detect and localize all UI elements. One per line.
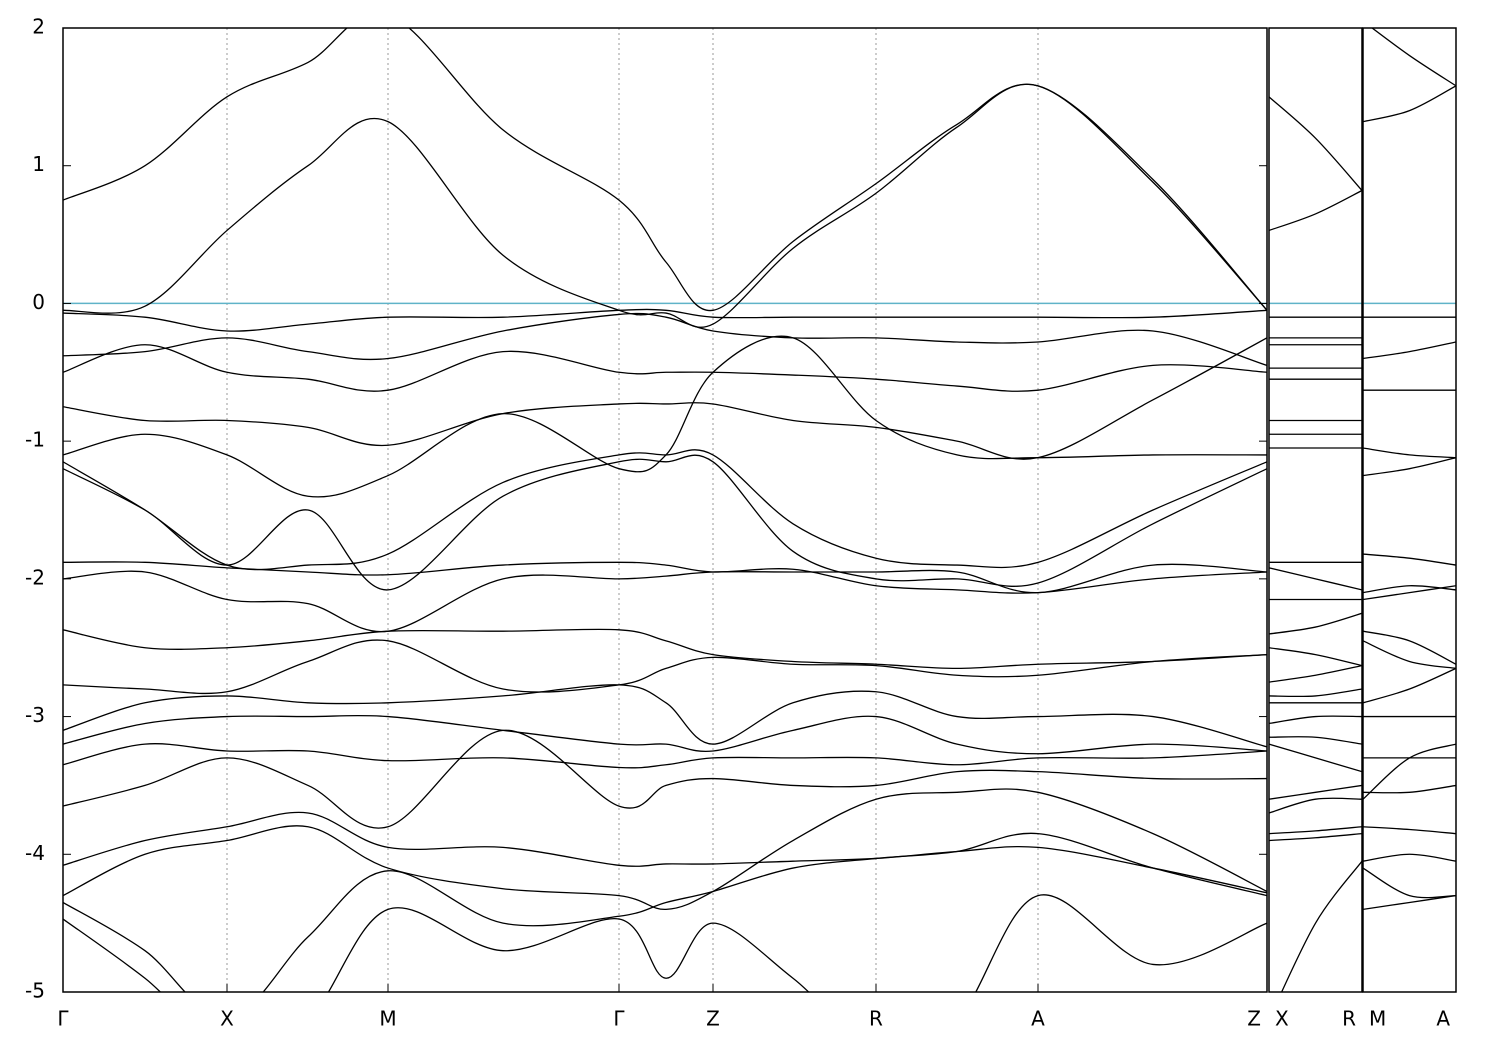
band-line	[1269, 715, 1362, 725]
band-line	[1363, 585, 1456, 594]
band-line	[1363, 743, 1456, 800]
band-line	[1269, 736, 1362, 745]
band-line	[1280, 860, 1362, 992]
plot-frame	[1268, 27, 1363, 993]
plot-frame	[1362, 27, 1457, 993]
band-line	[63, 454, 1267, 591]
band-line	[63, 743, 1267, 769]
x-tick-label: M	[379, 1007, 396, 1031]
band-line	[63, 811, 1267, 894]
bands	[63, 28, 1267, 992]
x-tick-label: X	[1275, 1007, 1289, 1031]
band-line	[1363, 826, 1456, 835]
band-line	[1363, 667, 1456, 704]
band-line	[1269, 688, 1362, 698]
y-tick-label: 0	[32, 290, 45, 314]
band-line	[1363, 341, 1456, 360]
y-tick-label: -3	[25, 703, 45, 727]
band-line	[63, 628, 1267, 670]
band-line	[1363, 784, 1456, 794]
band-line	[63, 729, 1267, 829]
band-line	[63, 894, 1267, 992]
band-line	[63, 28, 1267, 311]
band-line	[1269, 612, 1362, 635]
band-line	[1269, 567, 1362, 591]
x-tick-label: A	[1436, 1007, 1450, 1031]
band-line	[63, 337, 1267, 460]
band-line	[1363, 457, 1456, 477]
x-tick-label: Z	[1247, 1007, 1261, 1031]
band-line	[1363, 867, 1456, 899]
band-line	[63, 832, 1267, 992]
band-line	[1269, 664, 1362, 683]
band-line	[1269, 832, 1362, 842]
y-tick-label: -4	[25, 841, 45, 865]
x-tick-label: R	[1342, 1007, 1356, 1031]
band-line	[1363, 853, 1456, 862]
band-line	[1363, 585, 1456, 601]
band-line	[63, 684, 1267, 748]
bands	[1363, 28, 1456, 911]
x-tick-label: Γ	[57, 1007, 69, 1031]
x-tick-label: X	[220, 1007, 234, 1031]
x-tick-label: A	[1031, 1007, 1045, 1031]
band-line	[63, 344, 1267, 392]
x-tick-label: M	[1369, 1007, 1386, 1031]
x-tick-label: R	[869, 1007, 883, 1031]
band-line	[1363, 630, 1456, 665]
band-line	[63, 312, 1267, 367]
y-tick-label: 1	[32, 152, 45, 176]
panel: -5 -4 -3 -2 -1 0 1 2 Γ X M Γ Z R A Z	[25, 15, 1268, 1031]
band-line	[1363, 85, 1456, 123]
band-line	[1269, 96, 1362, 191]
x-tick-label: Γ	[613, 1007, 625, 1031]
band-line	[1363, 894, 1456, 911]
band-line	[63, 563, 1267, 633]
band-line	[1269, 784, 1362, 800]
band-line	[1363, 553, 1456, 566]
band-line	[1363, 447, 1456, 459]
band-line	[1269, 647, 1362, 667]
band-line	[1269, 743, 1362, 773]
band-line	[63, 788, 1267, 911]
bands	[1269, 96, 1362, 992]
band-line	[1363, 640, 1456, 670]
y-tick-label: 2	[32, 15, 45, 39]
plot-frame	[62, 27, 1268, 993]
band-line	[63, 83, 1267, 328]
y-tick-label: -5	[25, 979, 45, 1003]
band-line	[1371, 28, 1456, 87]
band-line	[63, 308, 1267, 332]
band-line	[63, 335, 1267, 498]
band-line	[1269, 797, 1362, 814]
band-line	[1269, 826, 1362, 835]
band-line	[63, 639, 1267, 695]
band-line	[63, 561, 1267, 594]
band-line	[63, 449, 1267, 571]
x-tick-label: Z	[706, 1007, 720, 1031]
y-tick-label: -2	[25, 565, 45, 589]
band-line	[63, 714, 1267, 755]
y-tick-label: -1	[25, 428, 45, 452]
band-line	[1269, 189, 1362, 232]
